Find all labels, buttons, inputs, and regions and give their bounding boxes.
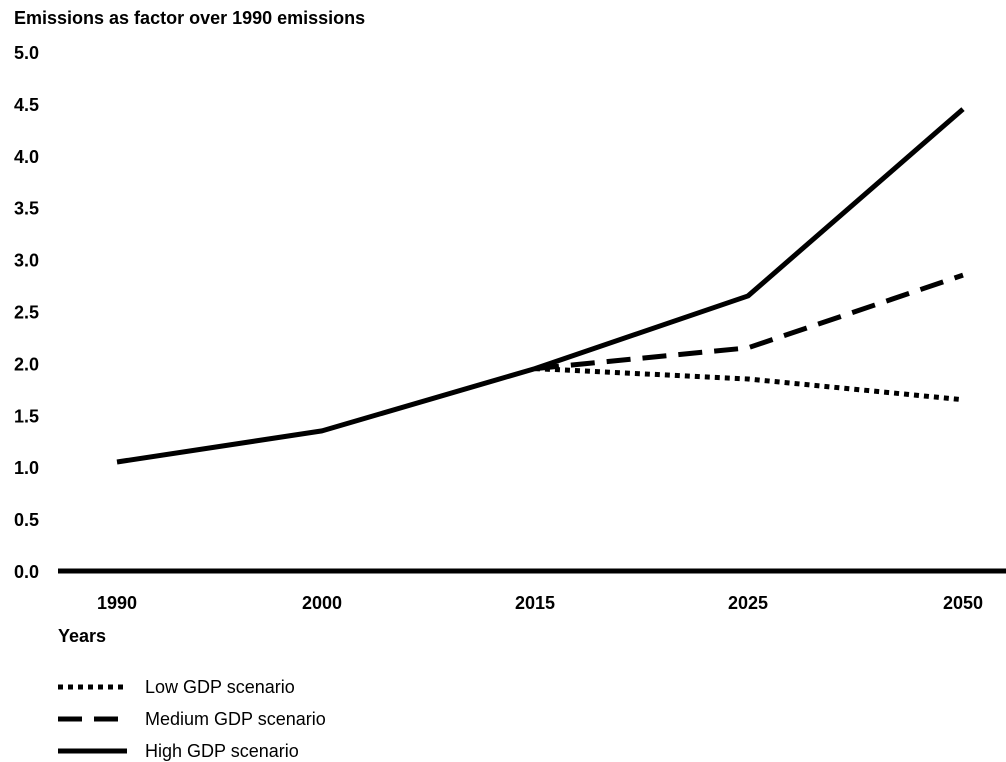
y-tick-label: 3.5 <box>14 199 39 219</box>
legend-label: High GDP scenario <box>145 741 299 761</box>
legend-label: Low GDP scenario <box>145 677 295 697</box>
y-tick-label: 5.0 <box>14 43 39 63</box>
y-tick-label: 2.0 <box>14 354 39 374</box>
x-axis-ticks: 1990 2000 2015 2025 2050 <box>97 593 983 613</box>
y-tick-label: 3.0 <box>14 251 39 271</box>
y-tick-label: 4.0 <box>14 147 39 167</box>
series-line-solid <box>116 107 965 465</box>
legend-label: Medium GDP scenario <box>145 709 326 729</box>
x-tick-label: 2025 <box>728 593 768 613</box>
y-tick-label: 1.5 <box>14 406 39 426</box>
series-line-dashed <box>534 272 964 372</box>
legend: Low GDP scenario Medium GDP scenario High … <box>58 677 326 761</box>
y-tick-label: 0.5 <box>14 510 39 530</box>
series-line-dotted <box>534 366 964 403</box>
x-tick-label: 2015 <box>515 593 555 613</box>
y-tick-label: 1.0 <box>14 458 39 478</box>
x-tick-label: 2050 <box>943 593 983 613</box>
y-tick-label: 2.5 <box>14 303 39 323</box>
series-layer <box>116 107 965 465</box>
chart-title: Emissions as factor over 1990 emissions <box>14 8 365 28</box>
x-tick-label: 1990 <box>97 593 137 613</box>
y-tick-label: 4.5 <box>14 95 39 115</box>
y-axis-ticks: 0.0 0.5 1.0 1.5 2.0 2.5 3.0 3.5 4.0 4.5 5.0 <box>14 43 39 582</box>
y-tick-label: 0.0 <box>14 562 39 582</box>
x-axis-title: Years <box>58 626 106 646</box>
x-tick-label: 2000 <box>302 593 342 613</box>
